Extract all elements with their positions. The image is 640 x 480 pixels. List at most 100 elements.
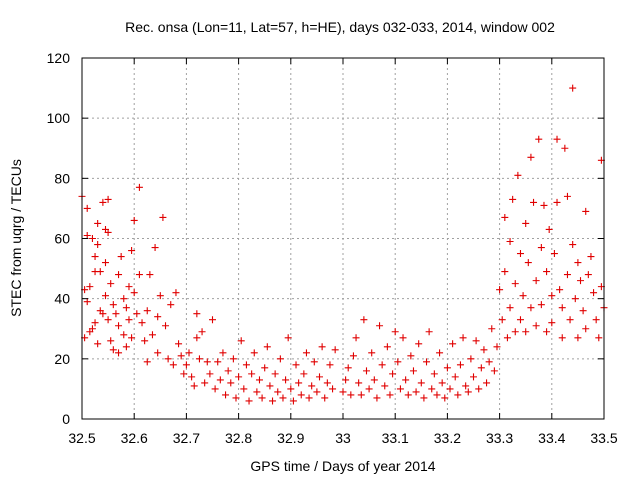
data-point bbox=[485, 358, 493, 366]
data-point bbox=[441, 394, 449, 402]
data-point bbox=[355, 379, 363, 387]
data-point bbox=[203, 358, 211, 366]
data-point bbox=[329, 385, 337, 393]
data-point bbox=[548, 292, 556, 300]
data-point bbox=[245, 397, 253, 405]
data-point bbox=[545, 225, 553, 233]
data-point bbox=[459, 334, 467, 342]
data-point bbox=[122, 304, 130, 312]
data-point bbox=[297, 391, 305, 399]
data-point bbox=[550, 250, 558, 258]
grid bbox=[82, 58, 604, 419]
data-point bbox=[177, 352, 185, 360]
data-point bbox=[115, 271, 123, 279]
data-point bbox=[386, 391, 394, 399]
data-point bbox=[438, 379, 446, 387]
data-point bbox=[488, 325, 496, 333]
data-point bbox=[128, 247, 136, 255]
data-point bbox=[188, 373, 196, 381]
data-point bbox=[433, 391, 441, 399]
y-tick-label: 20 bbox=[54, 351, 70, 367]
data-point bbox=[237, 337, 245, 345]
data-point bbox=[462, 382, 470, 390]
data-point bbox=[558, 334, 566, 342]
data-point bbox=[349, 352, 357, 360]
data-point bbox=[522, 219, 530, 227]
data-point bbox=[456, 361, 464, 369]
data-point bbox=[138, 319, 146, 327]
x-tick-label: 33.3 bbox=[486, 430, 513, 446]
data-point bbox=[543, 268, 551, 276]
data-point bbox=[516, 250, 524, 258]
x-tick-label: 32.8 bbox=[225, 430, 252, 446]
data-point bbox=[318, 343, 326, 351]
data-point bbox=[86, 283, 94, 291]
data-point bbox=[506, 304, 514, 312]
data-point bbox=[498, 316, 506, 324]
data-point bbox=[109, 346, 117, 354]
data-point bbox=[519, 292, 527, 300]
data-point bbox=[125, 316, 133, 324]
data-point bbox=[467, 355, 475, 363]
data-point bbox=[198, 328, 206, 336]
data-point bbox=[96, 268, 104, 276]
data-point bbox=[104, 195, 112, 203]
data-point bbox=[417, 379, 425, 387]
data-point bbox=[535, 135, 543, 143]
chart-title: Rec. onsa (Lon=11, Lat=57, h=HE), days 0… bbox=[125, 19, 555, 35]
data-point bbox=[537, 244, 545, 252]
data-point bbox=[143, 307, 151, 315]
data-point bbox=[582, 207, 590, 215]
data-point bbox=[83, 204, 91, 212]
data-point bbox=[83, 298, 91, 306]
data-point bbox=[532, 277, 540, 285]
data-point bbox=[548, 319, 556, 327]
y-axis-label: STEC from uqrg / TECUs bbox=[8, 159, 24, 317]
data-point bbox=[514, 171, 522, 179]
data-point bbox=[104, 228, 112, 236]
x-tick-label: 32.6 bbox=[121, 430, 148, 446]
data-point bbox=[154, 313, 162, 321]
data-point bbox=[352, 334, 360, 342]
data-point bbox=[193, 334, 201, 342]
data-point bbox=[566, 316, 574, 324]
data-point bbox=[214, 358, 222, 366]
data-point bbox=[592, 316, 600, 324]
data-point bbox=[378, 361, 386, 369]
data-point bbox=[370, 376, 378, 384]
data-point bbox=[571, 295, 579, 303]
data-point bbox=[516, 316, 524, 324]
data-point bbox=[112, 310, 120, 318]
data-point bbox=[396, 385, 404, 393]
data-point bbox=[569, 241, 577, 249]
data-point bbox=[323, 379, 331, 387]
data-point bbox=[454, 391, 462, 399]
data-point bbox=[276, 355, 284, 363]
data-point bbox=[383, 343, 391, 351]
y-tick-label: 40 bbox=[54, 291, 70, 307]
data-point bbox=[522, 328, 530, 336]
data-point bbox=[376, 322, 384, 330]
data-point bbox=[284, 334, 292, 342]
data-point bbox=[216, 376, 224, 384]
data-point bbox=[206, 370, 214, 378]
y-tick-label: 80 bbox=[54, 170, 70, 186]
data-point bbox=[159, 213, 167, 221]
data-point bbox=[402, 376, 410, 384]
data-point bbox=[399, 334, 407, 342]
data-point bbox=[373, 394, 381, 402]
x-tick-label: 33.5 bbox=[590, 430, 617, 446]
data-point bbox=[302, 349, 310, 357]
data-point bbox=[579, 307, 587, 315]
data-point bbox=[232, 394, 240, 402]
data-point bbox=[242, 361, 250, 369]
data-point bbox=[446, 385, 454, 393]
data-point bbox=[509, 195, 517, 203]
data-point bbox=[261, 364, 269, 372]
y-tick-label: 100 bbox=[47, 110, 71, 126]
data-points bbox=[78, 84, 608, 405]
data-point bbox=[167, 301, 175, 309]
data-point bbox=[115, 322, 123, 330]
data-point bbox=[532, 322, 540, 330]
data-point bbox=[287, 385, 295, 393]
